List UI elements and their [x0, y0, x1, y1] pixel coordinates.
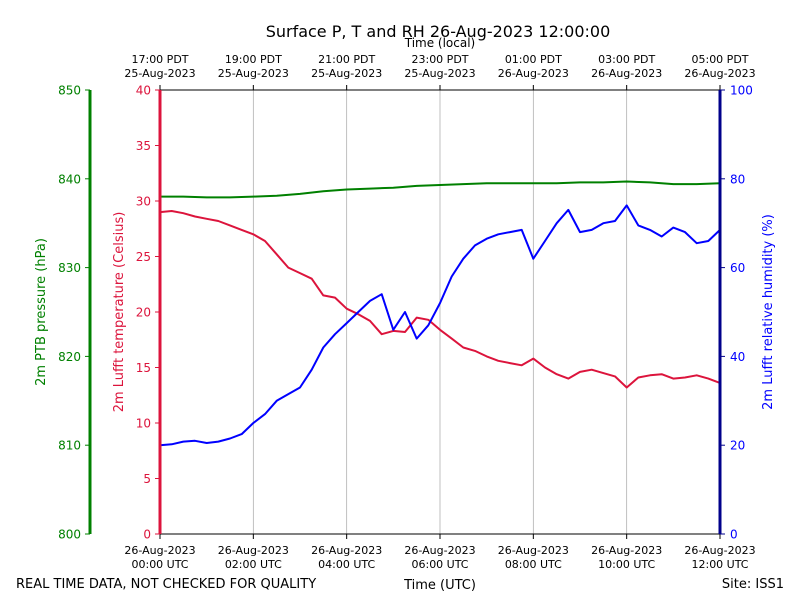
temperature-axis-label: 2m Lufft temperature (Celsius)	[112, 212, 127, 413]
temperature-tick-label: 15	[136, 361, 151, 375]
top-tick-date: 25-Aug-2023	[404, 67, 475, 80]
bottom-axis-label: Time (UTC)	[403, 578, 476, 593]
x-tick-time: 10:00 UTC	[598, 558, 655, 571]
top-tick-time: 21:00 PDT	[318, 53, 375, 66]
top-tick-time: 05:00 PDT	[691, 53, 748, 66]
top-tick-date: 25-Aug-2023	[218, 67, 289, 80]
x-tick-time: 02:00 UTC	[225, 558, 282, 571]
pressure-tick-label: 840	[58, 172, 81, 186]
top-tick-time: 01:00 PDT	[505, 53, 562, 66]
data-series	[159, 180, 721, 447]
x-tick-date: 26-Aug-2023	[218, 544, 289, 557]
top-tick-date: 26-Aug-2023	[498, 67, 569, 80]
gridlines	[252, 90, 628, 534]
humidity-tick-label: 40	[730, 350, 745, 364]
humidity-tick-label: 60	[730, 261, 745, 275]
footer-site: Site: ISS1	[722, 577, 784, 592]
pressure-tick-label: 810	[58, 439, 81, 453]
top-tick-time: 03:00 PDT	[598, 53, 655, 66]
top-tick-date: 25-Aug-2023	[124, 67, 195, 80]
x-tick-date: 26-Aug-2023	[124, 544, 195, 557]
temperature-tick-label: 40	[136, 84, 151, 98]
humidity-series-line	[159, 204, 721, 447]
humidity-tick-label: 80	[730, 172, 745, 186]
x-tick-date: 26-Aug-2023	[404, 544, 475, 557]
footer-disclaimer: REAL TIME DATA, NOT CHECKED FOR QUALITY	[16, 577, 316, 592]
chart-title: Surface P, T and RH 26-Aug-2023 12:00:00	[266, 22, 611, 41]
temperature-tick-label: 35	[136, 139, 151, 153]
temperature-tick-label: 10	[136, 417, 151, 431]
x-tick-time: 12:00 UTC	[691, 558, 748, 571]
top-tick-date: 26-Aug-2023	[591, 67, 662, 80]
x-tick-time: 00:00 UTC	[131, 558, 188, 571]
temperature-tick-label: 5	[143, 472, 151, 486]
pressure-series-line	[160, 180, 721, 199]
pressure-tick-label: 830	[58, 261, 81, 275]
temperature-series-line	[159, 210, 721, 389]
x-tick-date: 26-Aug-2023	[684, 544, 755, 557]
x-tick-date: 26-Aug-2023	[311, 544, 382, 557]
humidity-axis-label: 2m Lufft relative humidity (%)	[761, 214, 776, 410]
pressure-axis-label: 2m PTB pressure (hPa)	[34, 238, 49, 386]
temperature-tick-label: 20	[136, 306, 151, 320]
humidity-tick-label: 20	[730, 439, 745, 453]
pressure-tick-label: 850	[58, 84, 81, 98]
x-tick-time: 08:00 UTC	[505, 558, 562, 571]
top-tick-time: 23:00 PDT	[411, 53, 468, 66]
top-tick-date: 25-Aug-2023	[311, 67, 382, 80]
humidity-tick-label: 0	[730, 528, 738, 542]
pressure-tick-label: 800	[58, 528, 81, 542]
top-tick-time: 17:00 PDT	[131, 53, 188, 66]
x-tick-date: 26-Aug-2023	[498, 544, 569, 557]
x-tick-date: 26-Aug-2023	[591, 544, 662, 557]
top-tick-time: 19:00 PDT	[225, 53, 282, 66]
humidity-tick-label: 100	[730, 84, 753, 98]
top-tick-date: 26-Aug-2023	[684, 67, 755, 80]
temperature-tick-label: 25	[136, 250, 151, 264]
y-axis-ticks: 0 5 10 15 20 25 30 35 40 800 810 820 830 840 850 0 20 40 6…	[58, 84, 753, 542]
pressure-tick-label: 820	[58, 350, 81, 364]
x-tick-time: 04:00 UTC	[318, 558, 375, 571]
x-tick-time: 06:00 UTC	[411, 558, 468, 571]
temperature-tick-label: 0	[143, 528, 151, 542]
temperature-tick-label: 30	[136, 195, 151, 209]
top-axis-label: Time (local)	[404, 36, 476, 50]
